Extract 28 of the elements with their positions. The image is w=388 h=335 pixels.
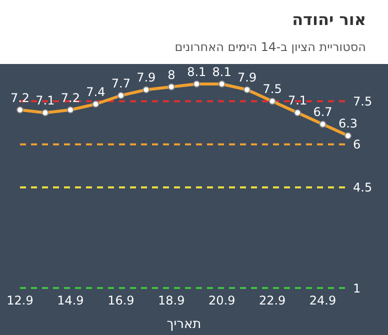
data-label: 8.1 (187, 65, 206, 79)
x-tick-label: 14.9 (57, 294, 84, 308)
x-tick-label: 16.9 (108, 294, 134, 308)
data-label: 7.1 (36, 94, 55, 108)
data-label: 7.9 (136, 70, 156, 85)
data-label: 7.1 (288, 94, 308, 108)
x-tick-label: 22.9 (258, 294, 286, 308)
data-label: 7.4 (86, 85, 106, 100)
x-tick-label: 12.9 (6, 294, 34, 308)
x-tick-label: 20.9 (208, 294, 236, 308)
ref-line-label: 7.5 (353, 94, 372, 108)
x-tick-label: 18.9 (158, 294, 185, 308)
ref-line-label: 4.5 (353, 180, 372, 195)
data-label: 8 (168, 68, 176, 82)
x-tick-label: 24.9 (309, 294, 336, 308)
data-label: 7.2 (10, 90, 30, 105)
data-label: 6.7 (313, 105, 332, 120)
data-label: 7.9 (238, 70, 257, 85)
data-label: 7.2 (60, 90, 80, 105)
ref-line-label: 1 (353, 281, 361, 296)
data-label: 7.7 (111, 76, 130, 90)
data-label: 7.5 (262, 82, 282, 96)
ref-line-label: 6 (353, 138, 361, 152)
x-axis-title: תאריך (166, 317, 202, 332)
data-label: 8.1 (212, 65, 232, 79)
chart-title: אור יהודה (292, 10, 366, 29)
data-label: 6.3 (338, 116, 358, 131)
chart-subtitle: הסטוריית הציון ב-14 הימים האחרונים (174, 40, 366, 54)
